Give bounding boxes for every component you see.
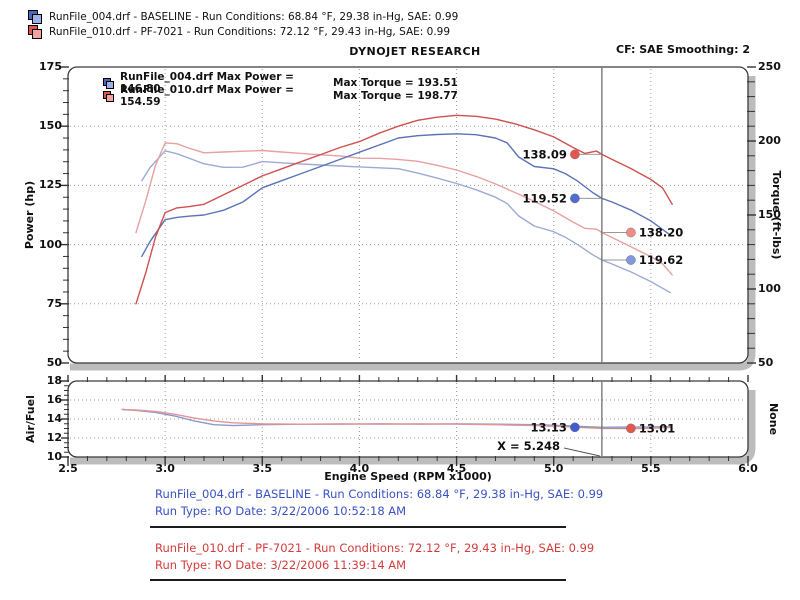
curve-runfile-004-drf-torque-ft-lbs-: [141, 150, 671, 294]
curve-runfile-004-drf-power-hp-: [141, 133, 671, 258]
cursor-value-dot: [570, 149, 580, 160]
afr-chart-shadow: [70, 390, 756, 465]
curve-runfile-010-drf-air-fuel: [121, 408, 671, 430]
run2-legend-label: RunFile_010.drf - PF-7021 - Run Conditio…: [49, 25, 451, 38]
rpm-axis-tick-label: 3.0: [155, 462, 175, 475]
curve-runfile-010-drf-torque-ft-lbs-: [135, 142, 673, 276]
run1-max-power-label: RunFile_004.drf Max Power = 146.80: [120, 71, 294, 95]
cursor-value-label: 13.01: [639, 421, 675, 435]
correction-factor-label: CF: SAE Smoothing: 2: [616, 43, 750, 56]
run1-max-swatch-icon: [103, 77, 114, 89]
run1-legend-label: RunFile_004.drf - BASELINE - Run Conditi…: [49, 10, 459, 23]
report-title: DYNOJET RESEARCH: [349, 45, 481, 58]
footer-run2-line1: RunFile_010.drf - PF-7021 - Run Conditio…: [155, 541, 595, 555]
rpm-axis-tick-label: 4.0: [349, 462, 370, 475]
torque-axis-tick-label: 100: [758, 282, 781, 295]
run1-max-torque-label: Max Torque = 193.51: [333, 77, 458, 89]
annotation-pointer-line: [563, 447, 601, 457]
none-axis-label: None: [767, 402, 780, 436]
footer-run2-line2: Run Type: RO Date: 3/22/2006 11:39:14 AM: [155, 558, 407, 572]
curve-runfile-010-drf-power-hp-: [135, 114, 673, 305]
max-legend-row-1: RunFile_004.drf Max Power = 146.80 Max T…: [103, 71, 458, 95]
run-legend-row-1: RunFile_004.drf - BASELINE - Run Conditi…: [28, 10, 458, 24]
afr-axis-tick-label: 18: [46, 374, 62, 387]
torque-axis-tick-label: 250: [758, 60, 781, 73]
cursor-value-label: 119.62: [639, 253, 683, 267]
cursor-value-dot: [626, 227, 636, 238]
run2-max-swatch-icon: [103, 90, 114, 102]
torque-axis-tick-label: 200: [758, 134, 781, 147]
power-axis-tick-label: 125: [39, 178, 62, 192]
rpm-axis-tick-label: 5.5: [641, 462, 661, 475]
cursor-value-label: 119.52: [523, 191, 567, 205]
footer-divider-2: [150, 579, 566, 581]
cursor-value-label: 138.09: [523, 147, 567, 161]
run-legend-row-2: RunFile_010.drf - PF-7021 - Run Conditio…: [28, 25, 450, 39]
power-axis-tick-label: 175: [39, 60, 62, 73]
max-legend-row-2: RunFile_010.drf Max Power = 154.59 Max T…: [103, 84, 458, 108]
rpm-axis-tick-label: 3.5: [252, 462, 273, 475]
torque-axis-tick-label: 150: [758, 208, 781, 221]
cursor-value-label: 13.13: [531, 420, 567, 434]
afr-axis-label: Air/Fuel: [24, 395, 37, 443]
run2-max-power-label: RunFile_010.drf Max Power = 154.59: [120, 84, 294, 108]
swatch-square: [32, 14, 42, 24]
run1-color-swatch-icon: [28, 10, 42, 24]
x-axis-label: Engine Speed (RPM x1000): [324, 470, 492, 483]
rpm-axis-tick-label: 5.0: [543, 462, 564, 475]
afr-axis-tick-label: 12: [46, 431, 62, 444]
rpm-axis-tick-label: 6.0: [738, 462, 758, 475]
footer-run1: RunFile_004.drf - BASELINE - Run Conditi…: [155, 486, 603, 520]
rpm-axis-tick-label: 4.5: [446, 462, 467, 475]
rpm-axis-tick-label: 2.5: [58, 462, 78, 475]
swatch-square: [106, 80, 114, 89]
power-axis-label: Power (hp): [23, 180, 36, 250]
cursor-value-dot: [626, 423, 636, 434]
cursor-value-dot: [570, 422, 580, 433]
footer-run1-line2: Run Type: RO Date: 3/22/2006 10:52:18 AM: [155, 504, 407, 518]
footer-run2: RunFile_010.drf - PF-7021 - Run Conditio…: [155, 540, 594, 574]
cursor-value-dot: [570, 193, 580, 204]
swatch-square: [106, 93, 114, 102]
run2-color-swatch-icon: [28, 25, 42, 39]
cursor-x-annotation: X = 5.248: [497, 439, 560, 453]
afr-axis-tick-label: 16: [46, 393, 62, 406]
power-axis-tick-label: 50: [46, 356, 62, 369]
power-axis-tick-label: 100: [39, 237, 62, 251]
torque-axis-label: Torque (ft-lbs): [770, 170, 783, 260]
power-chart-shadow: [70, 76, 756, 371]
torque-axis-tick-label: 50: [758, 356, 774, 369]
run2-max-torque-label: Max Torque = 198.77: [333, 90, 458, 102]
power-axis-tick-label: 75: [46, 296, 62, 310]
footer-divider-1: [150, 526, 566, 528]
cursor-value-label: 138.20: [639, 226, 683, 240]
cursor-value-dot: [626, 255, 636, 265]
footer-run1-line1: RunFile_004.drf - BASELINE - Run Conditi…: [155, 487, 604, 501]
power-axis-tick-label: 150: [39, 119, 62, 133]
swatch-square: [32, 29, 42, 39]
afr-axis-tick-label: 14: [46, 412, 62, 425]
afr-axis-tick-label: 10: [46, 450, 62, 463]
